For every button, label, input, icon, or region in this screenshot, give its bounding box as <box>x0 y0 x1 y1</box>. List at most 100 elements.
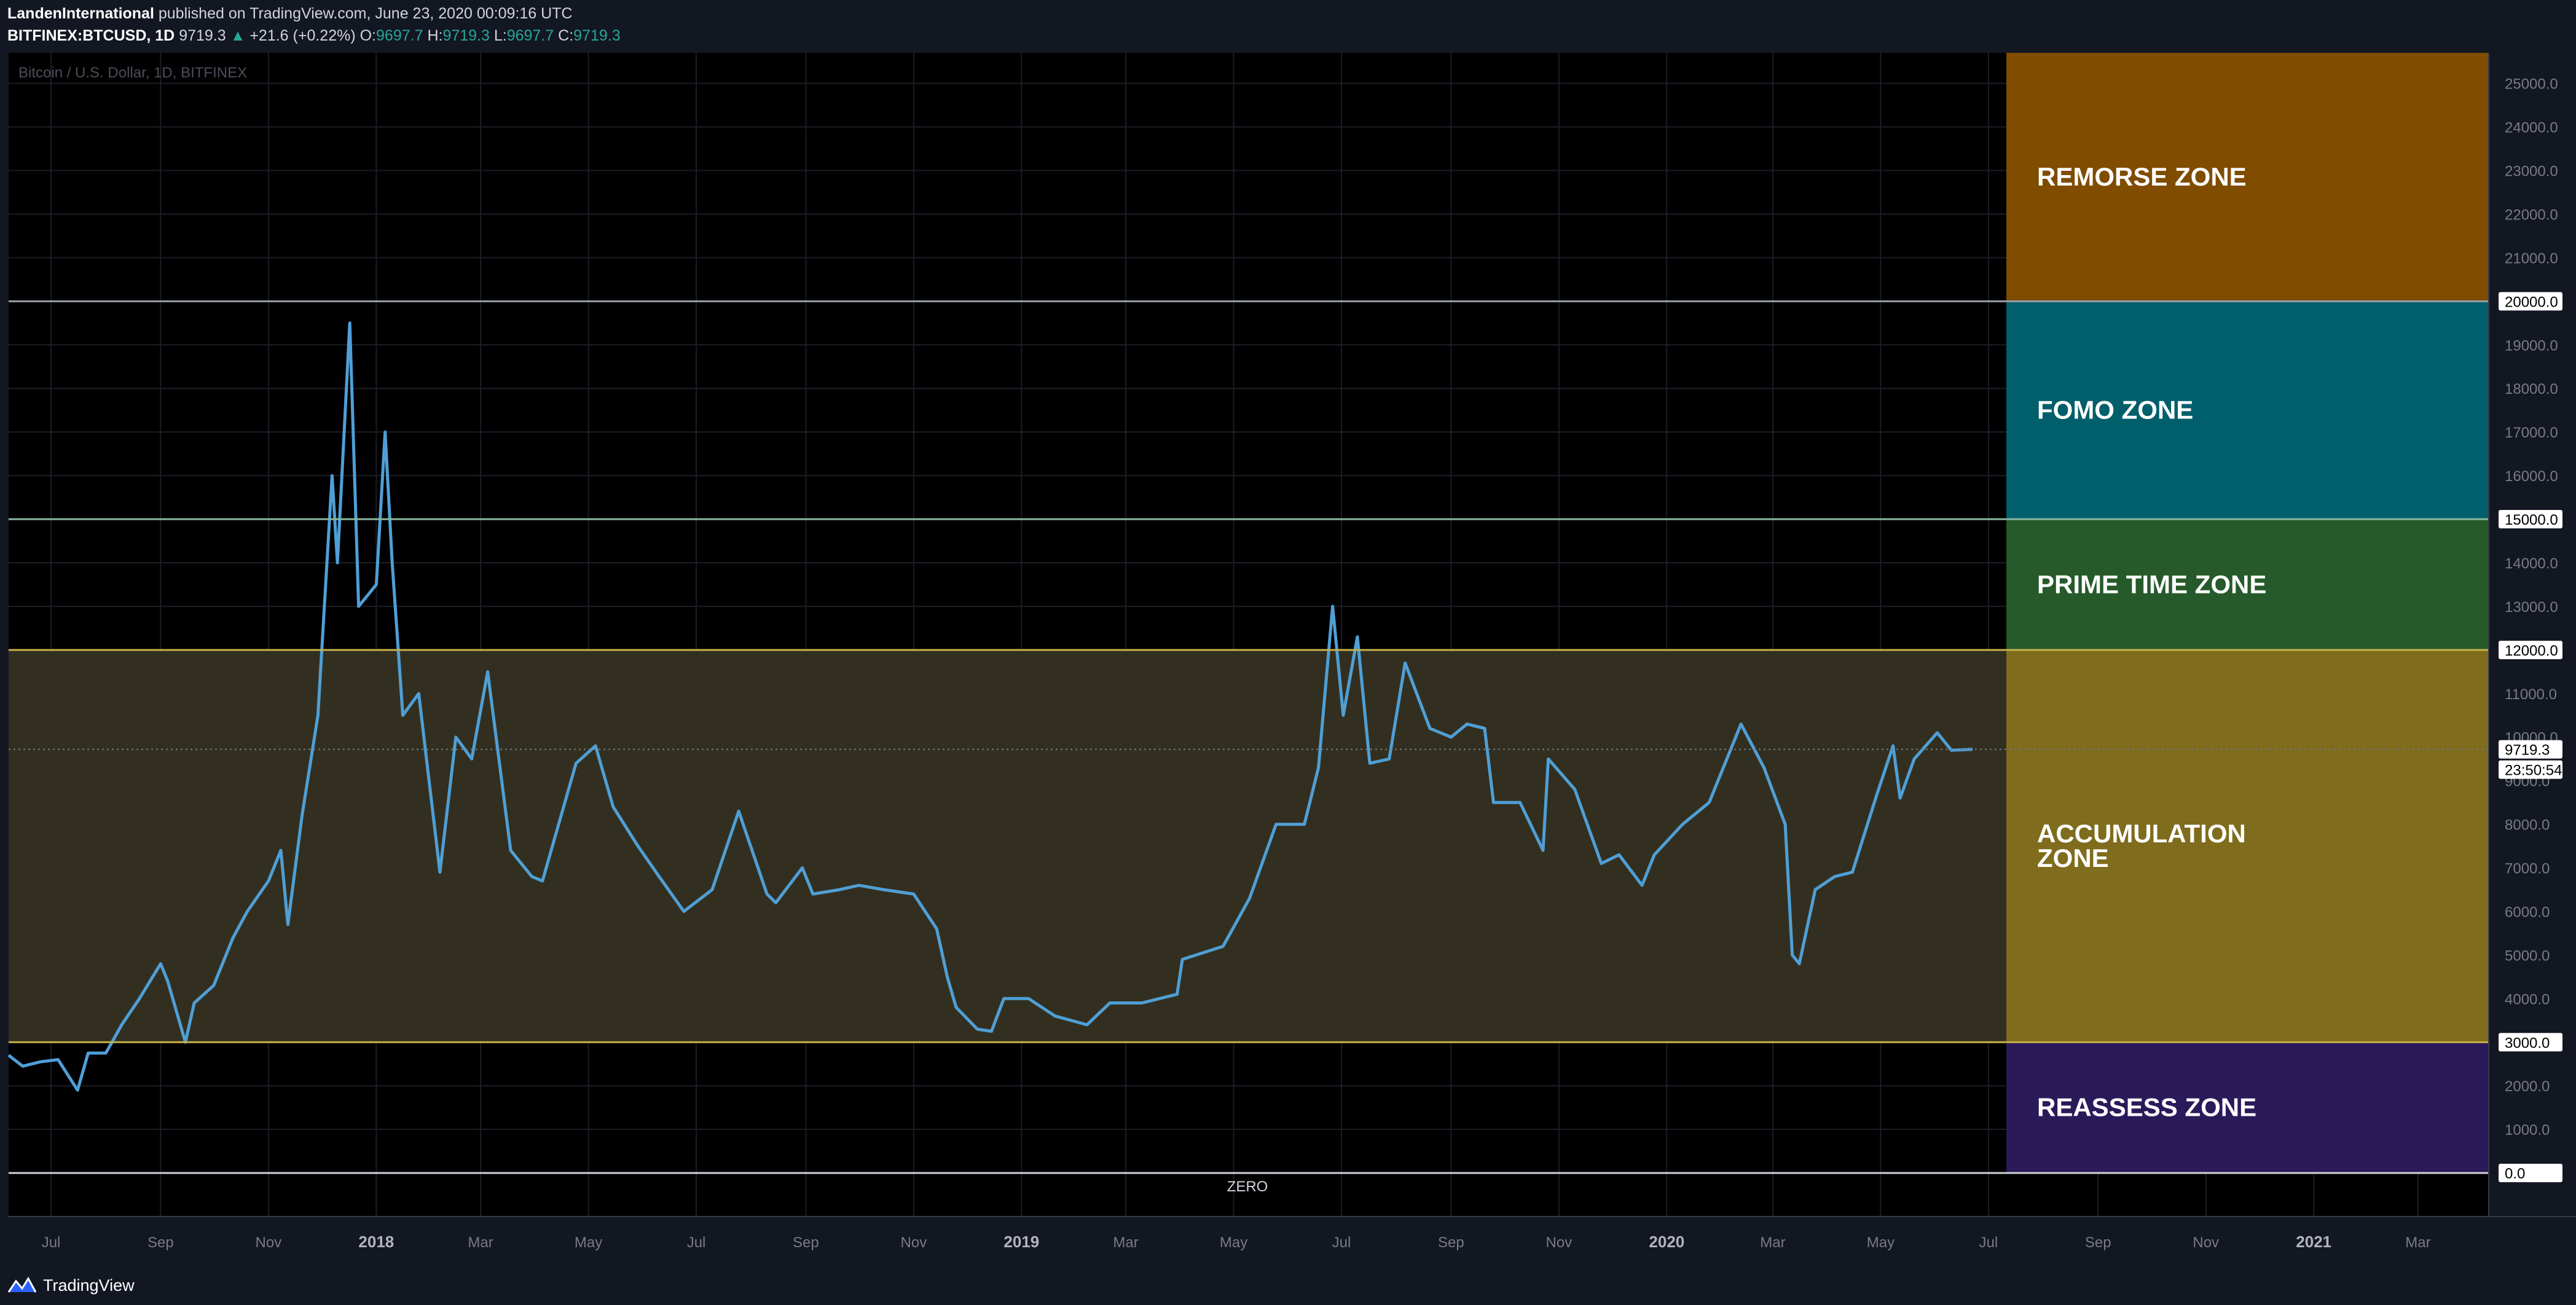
y-tick-label: 22000.0 <box>2505 206 2558 223</box>
x-tick-label: 2020 <box>1649 1232 1684 1251</box>
y-tick-label: 5000.0 <box>2505 947 2550 964</box>
published-text: published on TradingView.com, June 23, 2… <box>158 5 573 22</box>
price-axis[interactable]: 0.0 1000.0 2000.0 3000.0 4000.0 5000.0 6000.0 7… <box>2488 53 2576 1217</box>
ohlc-legend: BITFINEX:BTCUSD, 1D 9719.3 ▲ +21.6 (+0.2… <box>7 25 621 47</box>
x-tick-label: Nov <box>2193 1234 2219 1251</box>
zone-label: PRIME TIME ZONE <box>2037 570 2266 598</box>
publish-info: LandenInternational published on Trading… <box>7 2 572 25</box>
y-tick-label: 7000.0 <box>2505 861 2550 877</box>
y-tick-label: 6000.0 <box>2505 904 2550 920</box>
price-change: +21.6 (+0.22%) <box>249 27 356 44</box>
y-tick-label: 17000.0 <box>2505 425 2558 441</box>
zone-label: ZONE <box>2037 844 2109 872</box>
price-series <box>7 321 1973 1092</box>
y-tick-label: 4000.0 <box>2505 991 2550 1008</box>
chart-header: LandenInternational published on Trading… <box>0 0 2576 49</box>
x-tick-label: Mar <box>1113 1234 1138 1251</box>
x-tick-label: Sep <box>147 1234 174 1251</box>
zone-panels: REMORSE ZONE FOMO ZONE PRIME TIME ZONE ACCU… <box>2006 53 2489 1174</box>
y-tick-label: 11000.0 <box>2505 686 2557 703</box>
high-value: 9719.3 <box>442 27 490 44</box>
y-tick-label: 16000.0 <box>2505 468 2558 485</box>
symbol-label[interactable]: BITFINEX:BTCUSD, 1D <box>7 27 175 44</box>
price-axis-background[interactable] <box>2489 53 2576 1217</box>
close-value: 9719.3 <box>573 27 621 44</box>
x-tick-label: Jul <box>1979 1234 1998 1251</box>
tradingview-logo-icon <box>7 1277 37 1293</box>
y-tick-label: 24000.0 <box>2505 120 2558 136</box>
y-tick-label: 15000.0 <box>2505 512 2558 528</box>
x-tick-label: Mar <box>1760 1234 1785 1251</box>
zone-label: REMORSE ZONE <box>2037 162 2247 191</box>
x-tick-label: Sep <box>793 1234 819 1251</box>
zone-panel <box>2006 1042 2489 1174</box>
zone-panel <box>2006 53 2489 302</box>
x-tick-label: 2021 <box>2296 1232 2331 1251</box>
y-tick-label: 2000.0 <box>2505 1078 2550 1095</box>
publisher-name[interactable]: LandenInternational <box>7 5 154 22</box>
change-up-icon: ▲ <box>230 27 246 44</box>
low-label: L: <box>493 27 507 44</box>
high-label: H: <box>427 27 443 44</box>
price-level-tag <box>2499 640 2562 659</box>
x-tick-label: Nov <box>256 1234 282 1251</box>
countdown-tag <box>2499 760 2562 779</box>
zone-label: ACCUMULATION <box>2037 819 2246 848</box>
x-tick-label: 2019 <box>1003 1232 1039 1251</box>
x-tick-label: Mar <box>468 1234 493 1251</box>
level-lines <box>9 300 2489 1174</box>
zone-bands <box>9 649 2006 1043</box>
y-tick-label: 21000.0 <box>2505 250 2558 267</box>
x-tick-label: Nov <box>1546 1234 1573 1251</box>
last-price-tag <box>2499 740 2562 759</box>
price-level-tag <box>2499 510 2562 529</box>
time-axis-background[interactable] <box>0 1217 2576 1266</box>
countdown-label: 23:50:54 <box>2505 762 2562 779</box>
close-label: C: <box>558 27 574 44</box>
x-tick-label: Jul <box>687 1234 706 1251</box>
x-tick-label: 2018 <box>358 1232 394 1251</box>
zero-annotation: ZERO <box>1227 1178 1268 1195</box>
y-tick-label: 8000.0 <box>2505 817 2550 834</box>
chart-footer: TradingView <box>0 1266 2576 1305</box>
tradingview-brand: TradingView <box>43 1276 135 1295</box>
y-tick-label: 14000.0 <box>2505 555 2558 572</box>
zone-panel <box>2006 301 2489 520</box>
tradingview-logo[interactable]: TradingView <box>7 1273 135 1298</box>
x-tick-label: Sep <box>2085 1234 2111 1251</box>
time-axis[interactable]: Jul Sep Nov 2018 Mar May Jul Sep Nov 2019 Mar May Ju… <box>0 1216 2576 1266</box>
last-price-label: 9719.3 <box>2505 742 2550 759</box>
y-tick-label: 23000.0 <box>2505 163 2558 180</box>
y-tick-label: 13000.0 <box>2505 599 2558 616</box>
y-tick-label: 12000.0 <box>2505 643 2558 659</box>
zone-panel <box>2006 519 2489 650</box>
x-tick-label: Nov <box>901 1234 927 1251</box>
last-price: 9719.3 <box>179 27 226 44</box>
x-tick-label: Jul <box>42 1234 61 1251</box>
y-tick-label: 18000.0 <box>2505 381 2558 398</box>
y-tick-label: 1000.0 <box>2505 1122 2550 1138</box>
y-tick-label: 25000.0 <box>2505 76 2558 93</box>
y-tick-label: 3000.0 <box>2505 1035 2550 1051</box>
y-tick-label: 19000.0 <box>2505 337 2558 354</box>
y-tick-label: 0.0 <box>2505 1166 2525 1182</box>
x-tick-label: Jul <box>1332 1234 1351 1251</box>
price-chart[interactable]: REMORSE ZONE FOMO ZONE PRIME TIME ZONE ACCU… <box>0 0 2576 1266</box>
zone-label: FOMO ZONE <box>2037 396 2193 425</box>
price-level-tag <box>2499 1164 2562 1183</box>
price-line <box>7 321 1973 1092</box>
zone-panel <box>2006 649 2489 1043</box>
x-tick-label: May <box>575 1234 602 1251</box>
x-tick-label: May <box>1220 1234 1247 1251</box>
accumulation-band <box>9 649 2006 1043</box>
y-tick-label: 20000.0 <box>2505 294 2558 310</box>
price-level-tag <box>2499 292 2562 311</box>
x-tick-label: Sep <box>1438 1234 1464 1251</box>
open-value: 9697.7 <box>376 27 423 44</box>
low-value: 9697.7 <box>506 27 554 44</box>
x-tick-label: Mar <box>2405 1234 2430 1251</box>
x-tick-label: May <box>1867 1234 1895 1251</box>
price-level-tag <box>2499 1033 2562 1052</box>
zone-label: REASSESS ZONE <box>2037 1093 2256 1122</box>
chart-title: Bitcoin / U.S. Dollar, 1D, BITFINEX <box>18 65 247 81</box>
